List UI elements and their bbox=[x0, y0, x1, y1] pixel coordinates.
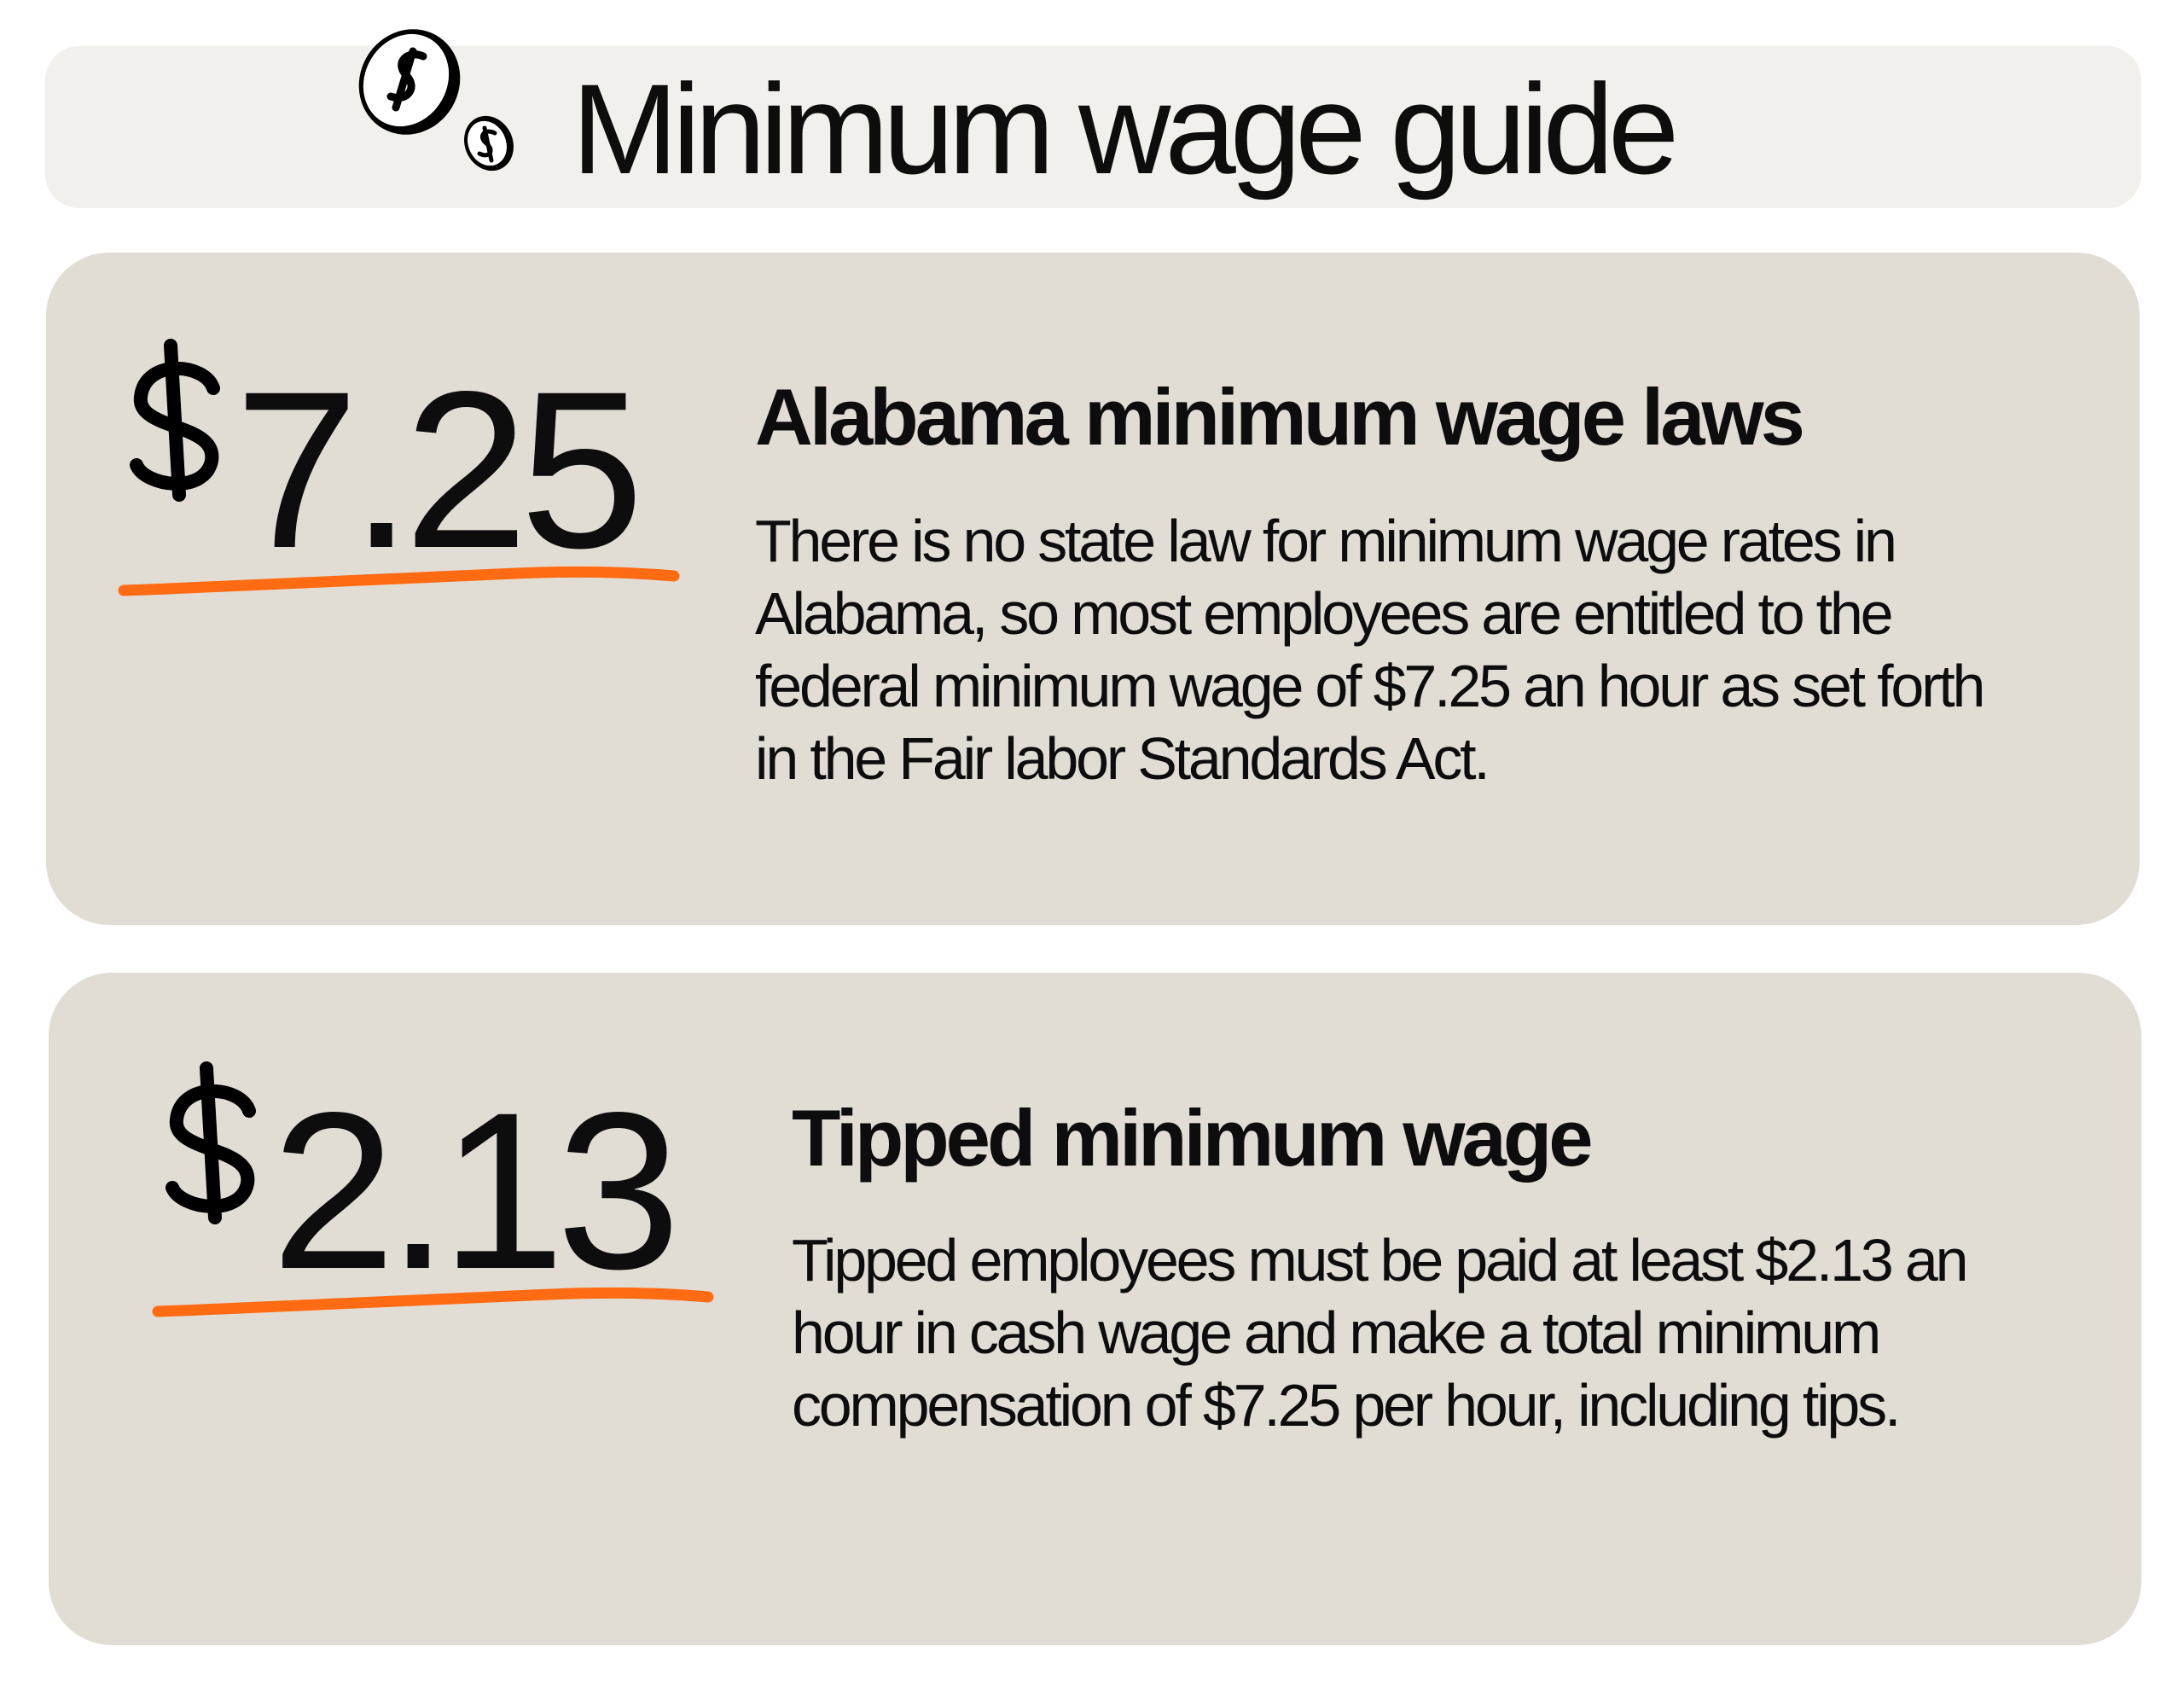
card-heading: Alabama minimum wage laws bbox=[755, 372, 1805, 462]
card-body: Tipped employees must be paid at least $… bbox=[792, 1227, 1969, 1439]
wage-amount: 7.25 bbox=[235, 345, 644, 595]
card-tipped-minimum-wage bbox=[49, 973, 2141, 1645]
dollar-sign-icon bbox=[166, 1061, 256, 1224]
dollar-sign-icon bbox=[130, 339, 220, 502]
orange-underline bbox=[118, 566, 680, 596]
card-heading: Tipped minimum wage bbox=[792, 1093, 1594, 1183]
card-state-minimum-wage bbox=[46, 253, 2140, 925]
orange-underline bbox=[152, 1287, 714, 1317]
coins-dollar-icon bbox=[358, 29, 514, 172]
wage-amount: 2.13 bbox=[271, 1066, 681, 1316]
card-body: There is no state law for minimum wage r… bbox=[755, 508, 1985, 792]
page-title: Minimum wage guide bbox=[572, 57, 1679, 201]
